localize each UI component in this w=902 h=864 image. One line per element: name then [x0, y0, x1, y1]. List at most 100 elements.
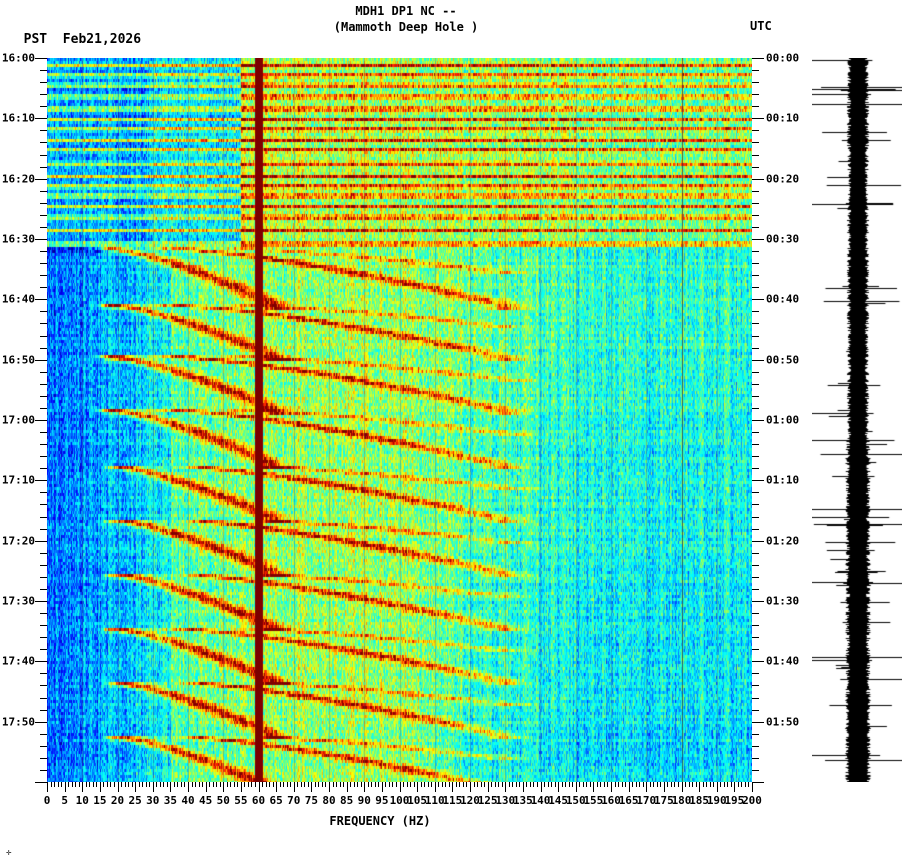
frequency-tick-label: 125 — [477, 794, 498, 807]
frequency-tick-label: 5 — [61, 794, 68, 807]
frequency-minor-tick — [113, 782, 115, 787]
left-axis-minor-tick — [40, 275, 47, 277]
spectrogram-canvas[interactable] — [47, 58, 752, 782]
right-axis-minor-tick — [752, 516, 759, 518]
left-axis-time-label: 17:20 — [1, 534, 35, 548]
right-axis-time-label: 01:20 — [766, 534, 800, 548]
right-axis-minor-tick — [752, 251, 759, 253]
frequency-minor-tick — [480, 782, 482, 787]
left-axis-minor-tick — [40, 214, 47, 216]
frequency-minor-tick — [251, 782, 253, 787]
frequency-axis: 0 5 10 15 20 25 30 35 40 45 50 55 60 65 70 75 80 85 90 95 10… — [44, 782, 762, 822]
frequency-tick-label: 145 — [548, 794, 569, 807]
frequency-minor-tick — [131, 782, 133, 787]
right-axis-minor-tick — [752, 745, 759, 747]
frequency-tick-label: 190 — [706, 794, 727, 807]
right-axis-minor-tick — [752, 202, 759, 204]
right-time-axis: 00:00 00:10 00:20 00:30 00:40 00:50 01:00 01:10… — [752, 52, 852, 783]
right-axis-minor-tick — [752, 106, 759, 108]
spectrogram-plot[interactable] — [47, 58, 752, 782]
frequency-major-tick — [276, 782, 278, 792]
frequency-tick-label: 160 — [601, 794, 621, 807]
frequency-tick-label: 85 — [340, 794, 354, 807]
frequency-tick-label: 120 — [460, 794, 480, 807]
frequency-minor-tick — [695, 782, 697, 787]
left-axis-minor-tick — [40, 383, 47, 385]
frequency-minor-tick — [621, 782, 623, 787]
left-axis-major-tick — [35, 721, 47, 723]
frequency-minor-tick — [300, 782, 302, 787]
right-axis-minor-tick — [752, 564, 759, 566]
right-axis-minor-tick — [752, 166, 759, 168]
right-axis-time-label: 01:40 — [766, 654, 800, 668]
frequency-minor-tick — [265, 782, 267, 787]
left-axis-minor-tick — [40, 70, 47, 72]
frequency-major-tick — [399, 782, 401, 792]
frequency-tick-label: 185 — [689, 794, 710, 807]
frequency-major-tick — [716, 782, 718, 792]
frequency-tick-label: 150 — [565, 794, 586, 807]
left-axis-minor-tick — [40, 625, 47, 627]
right-axis-minor-tick — [752, 94, 759, 96]
left-axis-major-tick — [35, 420, 47, 421]
right-axis-major-tick — [752, 661, 764, 663]
frequency-minor-tick — [568, 782, 570, 787]
frequency-major-tick — [311, 782, 313, 792]
frequency-minor-tick — [484, 782, 486, 787]
right-axis-time-label: 00:50 — [766, 353, 800, 367]
left-axis-major-tick — [35, 540, 47, 542]
frequency-major-tick — [575, 782, 577, 792]
frequency-minor-tick — [230, 782, 232, 787]
right-axis-minor-tick — [752, 287, 759, 289]
frequency-major-tick — [329, 782, 330, 792]
right-axis-minor-tick — [752, 504, 759, 506]
right-axis-minor-tick — [752, 588, 759, 590]
frequency-minor-tick — [473, 782, 475, 787]
right-axis-major-tick — [752, 178, 764, 180]
frequency-tick-label: 80 — [322, 794, 336, 807]
frequency-minor-tick — [254, 782, 256, 787]
frequency-minor-tick — [195, 782, 197, 787]
left-axis-major-tick — [35, 178, 47, 180]
frequency-minor-tick — [54, 782, 56, 787]
frequency-major-tick — [223, 782, 225, 792]
left-axis-minor-tick — [40, 504, 47, 506]
frequency-minor-tick — [371, 782, 373, 787]
frequency-minor-tick — [138, 782, 140, 787]
left-axis-time-label: 17:30 — [1, 594, 35, 608]
frequency-minor-tick — [424, 782, 426, 787]
frequency-minor-tick — [307, 782, 309, 787]
frequency-minor-tick — [128, 782, 130, 787]
frequency-major-tick — [452, 782, 454, 792]
page-title: MDH1 DP1 NC -- (Mammoth Deep Hole ) — [0, 4, 902, 34]
frequency-tick-label: 180 — [671, 794, 692, 807]
frequency-minor-tick — [579, 782, 581, 787]
left-axis-major-tick — [35, 359, 47, 361]
left-axis-minor-tick — [40, 745, 47, 747]
frequency-minor-tick — [618, 782, 620, 787]
right-axis-major-tick — [752, 359, 764, 361]
right-axis-minor-tick — [752, 685, 759, 687]
frequency-major-tick — [170, 782, 172, 792]
right-axis-major-tick — [752, 601, 764, 602]
frequency-major-tick — [558, 782, 560, 792]
right-axis-minor-tick — [752, 190, 759, 192]
left-axis-minor-tick — [40, 685, 47, 687]
frequency-major-tick — [628, 782, 630, 792]
left-axis-minor-tick — [40, 395, 47, 397]
frequency-tick-label: 55 — [234, 794, 248, 807]
frequency-minor-tick — [741, 782, 743, 787]
frequency-minor-tick — [589, 782, 591, 787]
frequency-minor-tick — [748, 782, 750, 787]
frequency-tick-label: 60 — [251, 794, 266, 807]
frequency-minor-tick — [374, 782, 376, 787]
frequency-tick-label: 130 — [495, 794, 516, 807]
frequency-minor-tick — [96, 782, 98, 787]
frequency-minor-tick — [420, 782, 422, 787]
frequency-major-tick — [381, 782, 383, 792]
frequency-minor-tick — [247, 782, 249, 787]
frequency-minor-tick — [653, 782, 655, 787]
right-axis-minor-tick — [752, 335, 759, 337]
frequency-tick-label: 50 — [216, 794, 230, 807]
frequency-minor-tick — [163, 782, 165, 787]
